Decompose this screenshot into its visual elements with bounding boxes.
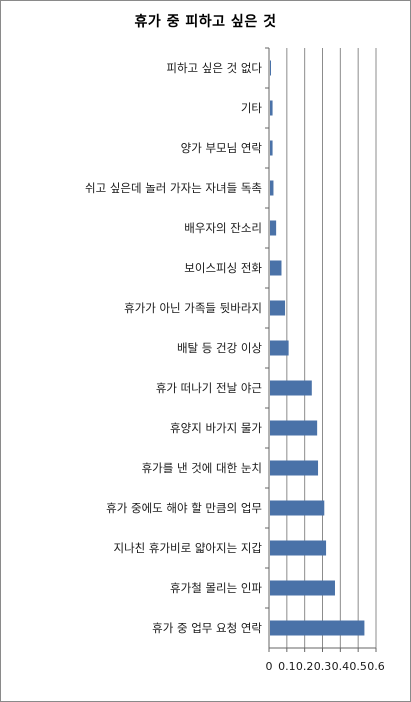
x-tick-label: 0.2 xyxy=(296,660,314,673)
x-tick-label: 0.5 xyxy=(349,660,367,673)
bar xyxy=(270,420,318,436)
category-label: 배우자의 잔소리 xyxy=(184,221,262,235)
bar xyxy=(270,580,335,596)
x-tick-label: 0.6 xyxy=(367,660,385,673)
bar xyxy=(270,60,271,76)
bar xyxy=(270,620,365,636)
bar xyxy=(270,140,273,156)
category-label: 지나친 휴가비로 얇아지는 지갑 xyxy=(113,541,262,555)
bar xyxy=(270,500,325,516)
category-label: 휴가가 아닌 가족들 뒷바라지 xyxy=(124,301,262,315)
category-label: 휴가철 몰리는 인파 xyxy=(170,581,262,595)
x-tick-label: 0.3 xyxy=(314,660,332,673)
category-label: 양가 부모님 연락 xyxy=(181,141,263,155)
bar xyxy=(270,540,327,556)
x-tick-label: 0 xyxy=(266,660,273,673)
bar xyxy=(270,300,286,316)
category-label: 휴가 중에도 해야 할 만큼의 업무 xyxy=(106,501,262,515)
x-tick-label: 0.4 xyxy=(332,660,350,673)
bar xyxy=(270,460,319,476)
bar xyxy=(270,220,277,236)
category-label: 보이스피싱 전화 xyxy=(184,261,262,275)
category-label: 휴가를 낸 것에 대한 눈치 xyxy=(142,461,262,475)
gridlines xyxy=(286,48,377,648)
chart-title: 휴가 중 피하고 싶은 것 xyxy=(134,14,277,30)
category-label: 휴양지 바가지 물가 xyxy=(170,421,262,435)
category-label: 기타 xyxy=(241,101,263,115)
bar xyxy=(270,180,274,196)
bar xyxy=(270,340,289,356)
bar xyxy=(270,380,312,396)
x-tick-label: 0.1 xyxy=(278,660,296,673)
category-label: 쉬고 싶은데 놀러 가자는 자녀들 독촉 xyxy=(85,181,262,195)
category-label: 피하고 싶은 것 없다 xyxy=(166,61,262,75)
tick-labels: 0 0.1 0.2 0.3 0.4 0.5 0.6 xyxy=(266,660,385,673)
bars xyxy=(270,60,365,636)
category-label: 휴가 중 업무 요청 연락 xyxy=(152,621,262,635)
category-label: 휴가 떠나기 전날 야근 xyxy=(156,381,262,395)
category-label: 배탈 등 건강 이상 xyxy=(177,341,262,355)
bar xyxy=(270,260,282,276)
axes xyxy=(265,47,377,652)
bar xyxy=(270,100,273,116)
